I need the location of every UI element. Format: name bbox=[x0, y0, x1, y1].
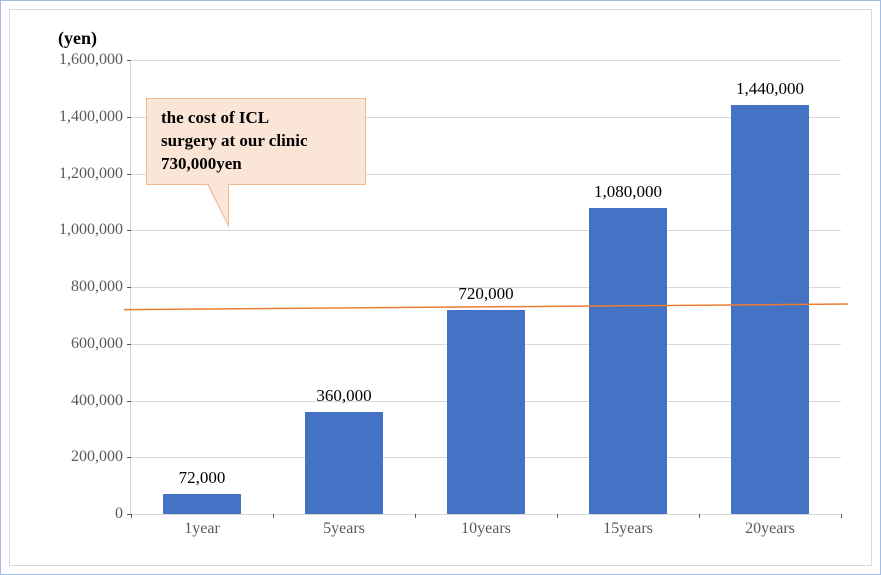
callout-line-2: surgery at our clinic bbox=[161, 131, 308, 150]
chart-outer-frame: (yen) 0 200,000 400,000 600,000 800,000 1,000… bbox=[0, 0, 881, 575]
callout-line-1: the cost of ICL bbox=[161, 108, 269, 127]
y-axis-label: 800,000 bbox=[71, 278, 123, 296]
y-axis-label: 1,600,000 bbox=[59, 51, 123, 69]
callout-box: the cost of ICL surgery at our clinic 73… bbox=[146, 98, 366, 185]
x-axis-label: 20years bbox=[745, 520, 795, 538]
x-axis-label: 10years bbox=[461, 520, 511, 538]
y-axis-label: 1,200,000 bbox=[59, 165, 123, 183]
y-axis-label: 1,400,000 bbox=[59, 108, 123, 126]
x-tick bbox=[273, 514, 274, 518]
y-axis-label: 1,000,000 bbox=[59, 221, 123, 239]
x-tick bbox=[841, 514, 842, 518]
x-axis-label: 1year bbox=[184, 520, 220, 538]
y-axis-label: 400,000 bbox=[71, 392, 123, 410]
x-tick bbox=[557, 514, 558, 518]
x-axis-label: 5years bbox=[323, 520, 365, 538]
chart-inner-frame: (yen) 0 200,000 400,000 600,000 800,000 1,000… bbox=[9, 9, 872, 566]
x-axis-label: 15years bbox=[603, 520, 653, 538]
y-axis-title: (yen) bbox=[58, 28, 97, 49]
callout-tail-fill bbox=[208, 183, 228, 224]
y-axis-label: 600,000 bbox=[71, 335, 123, 353]
y-axis-label: 200,000 bbox=[71, 448, 123, 466]
x-tick bbox=[415, 514, 416, 518]
x-tick bbox=[699, 514, 700, 518]
x-tick bbox=[131, 514, 132, 518]
y-axis-label: 0 bbox=[115, 505, 123, 523]
callout-line-3: 730,000yen bbox=[161, 154, 242, 173]
